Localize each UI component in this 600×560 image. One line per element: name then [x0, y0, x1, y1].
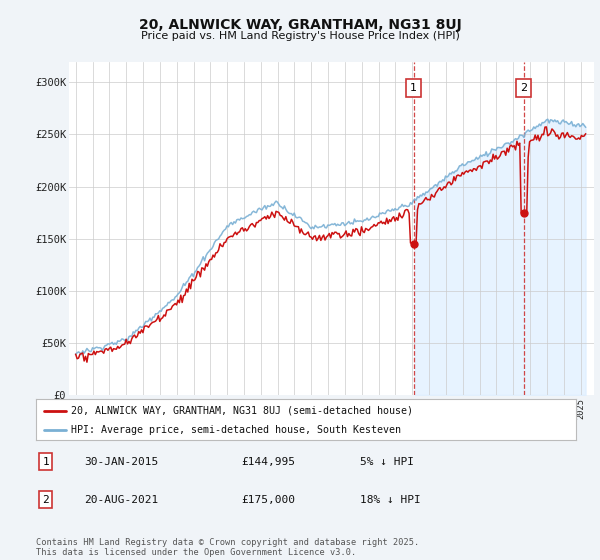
- Text: 18% ↓ HPI: 18% ↓ HPI: [360, 494, 421, 505]
- Text: 20, ALNWICK WAY, GRANTHAM, NG31 8UJ: 20, ALNWICK WAY, GRANTHAM, NG31 8UJ: [139, 18, 461, 32]
- Text: 20, ALNWICK WAY, GRANTHAM, NG31 8UJ (semi-detached house): 20, ALNWICK WAY, GRANTHAM, NG31 8UJ (sem…: [71, 405, 413, 416]
- Text: 2: 2: [43, 494, 49, 505]
- Text: 2: 2: [520, 83, 527, 92]
- Text: 1: 1: [43, 457, 49, 467]
- Text: £175,000: £175,000: [241, 494, 295, 505]
- Text: 30-JAN-2015: 30-JAN-2015: [85, 457, 159, 467]
- Text: 20-AUG-2021: 20-AUG-2021: [85, 494, 159, 505]
- Text: Price paid vs. HM Land Registry's House Price Index (HPI): Price paid vs. HM Land Registry's House …: [140, 31, 460, 41]
- Text: £144,995: £144,995: [241, 457, 295, 467]
- Text: 5% ↓ HPI: 5% ↓ HPI: [360, 457, 414, 467]
- Text: HPI: Average price, semi-detached house, South Kesteven: HPI: Average price, semi-detached house,…: [71, 424, 401, 435]
- Text: Contains HM Land Registry data © Crown copyright and database right 2025.
This d: Contains HM Land Registry data © Crown c…: [36, 538, 419, 557]
- Text: 1: 1: [410, 83, 417, 92]
